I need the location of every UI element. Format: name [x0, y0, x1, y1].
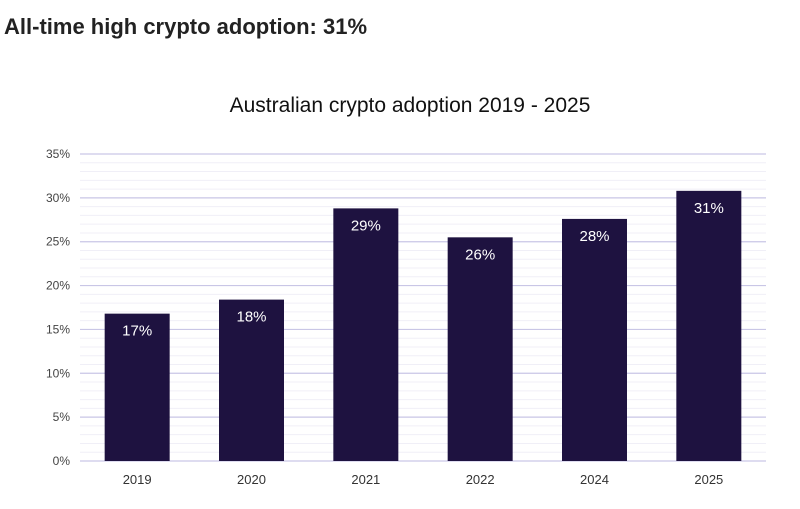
- bar-2019: [104, 313, 170, 461]
- bar-2025: [676, 190, 742, 461]
- y-tick-label: 35%: [46, 147, 70, 161]
- bar-2024: [562, 218, 627, 461]
- y-tick-label: 20%: [46, 279, 70, 293]
- y-tick-label: 15%: [46, 322, 70, 336]
- x-tick-label: 2024: [580, 472, 609, 487]
- data-label: 26%: [465, 246, 495, 263]
- y-tick-label: 10%: [46, 366, 70, 380]
- bar-2020: [219, 299, 284, 461]
- y-tick-label: 0%: [53, 454, 71, 468]
- data-label: 17%: [122, 323, 152, 340]
- x-tick-label: 2021: [351, 472, 380, 487]
- y-tick-label: 25%: [46, 235, 70, 249]
- x-tick-label: 2020: [237, 472, 266, 487]
- chart-title: Australian crypto adoption 2019 - 2025: [230, 94, 591, 117]
- x-tick-label: 2025: [694, 472, 723, 487]
- y-tick-label: 30%: [46, 191, 70, 205]
- data-label: 29%: [351, 217, 381, 234]
- headline: All-time high crypto adoption: 31%: [4, 14, 368, 39]
- data-label: 28%: [579, 228, 609, 245]
- x-tick-label: 2019: [123, 472, 152, 487]
- bar-2021: [333, 208, 399, 461]
- data-label: 18%: [236, 309, 266, 326]
- x-tick-label: 2022: [466, 472, 495, 487]
- bar-2022: [447, 237, 513, 461]
- data-label: 31%: [694, 200, 724, 217]
- y-tick-label: 5%: [53, 410, 71, 424]
